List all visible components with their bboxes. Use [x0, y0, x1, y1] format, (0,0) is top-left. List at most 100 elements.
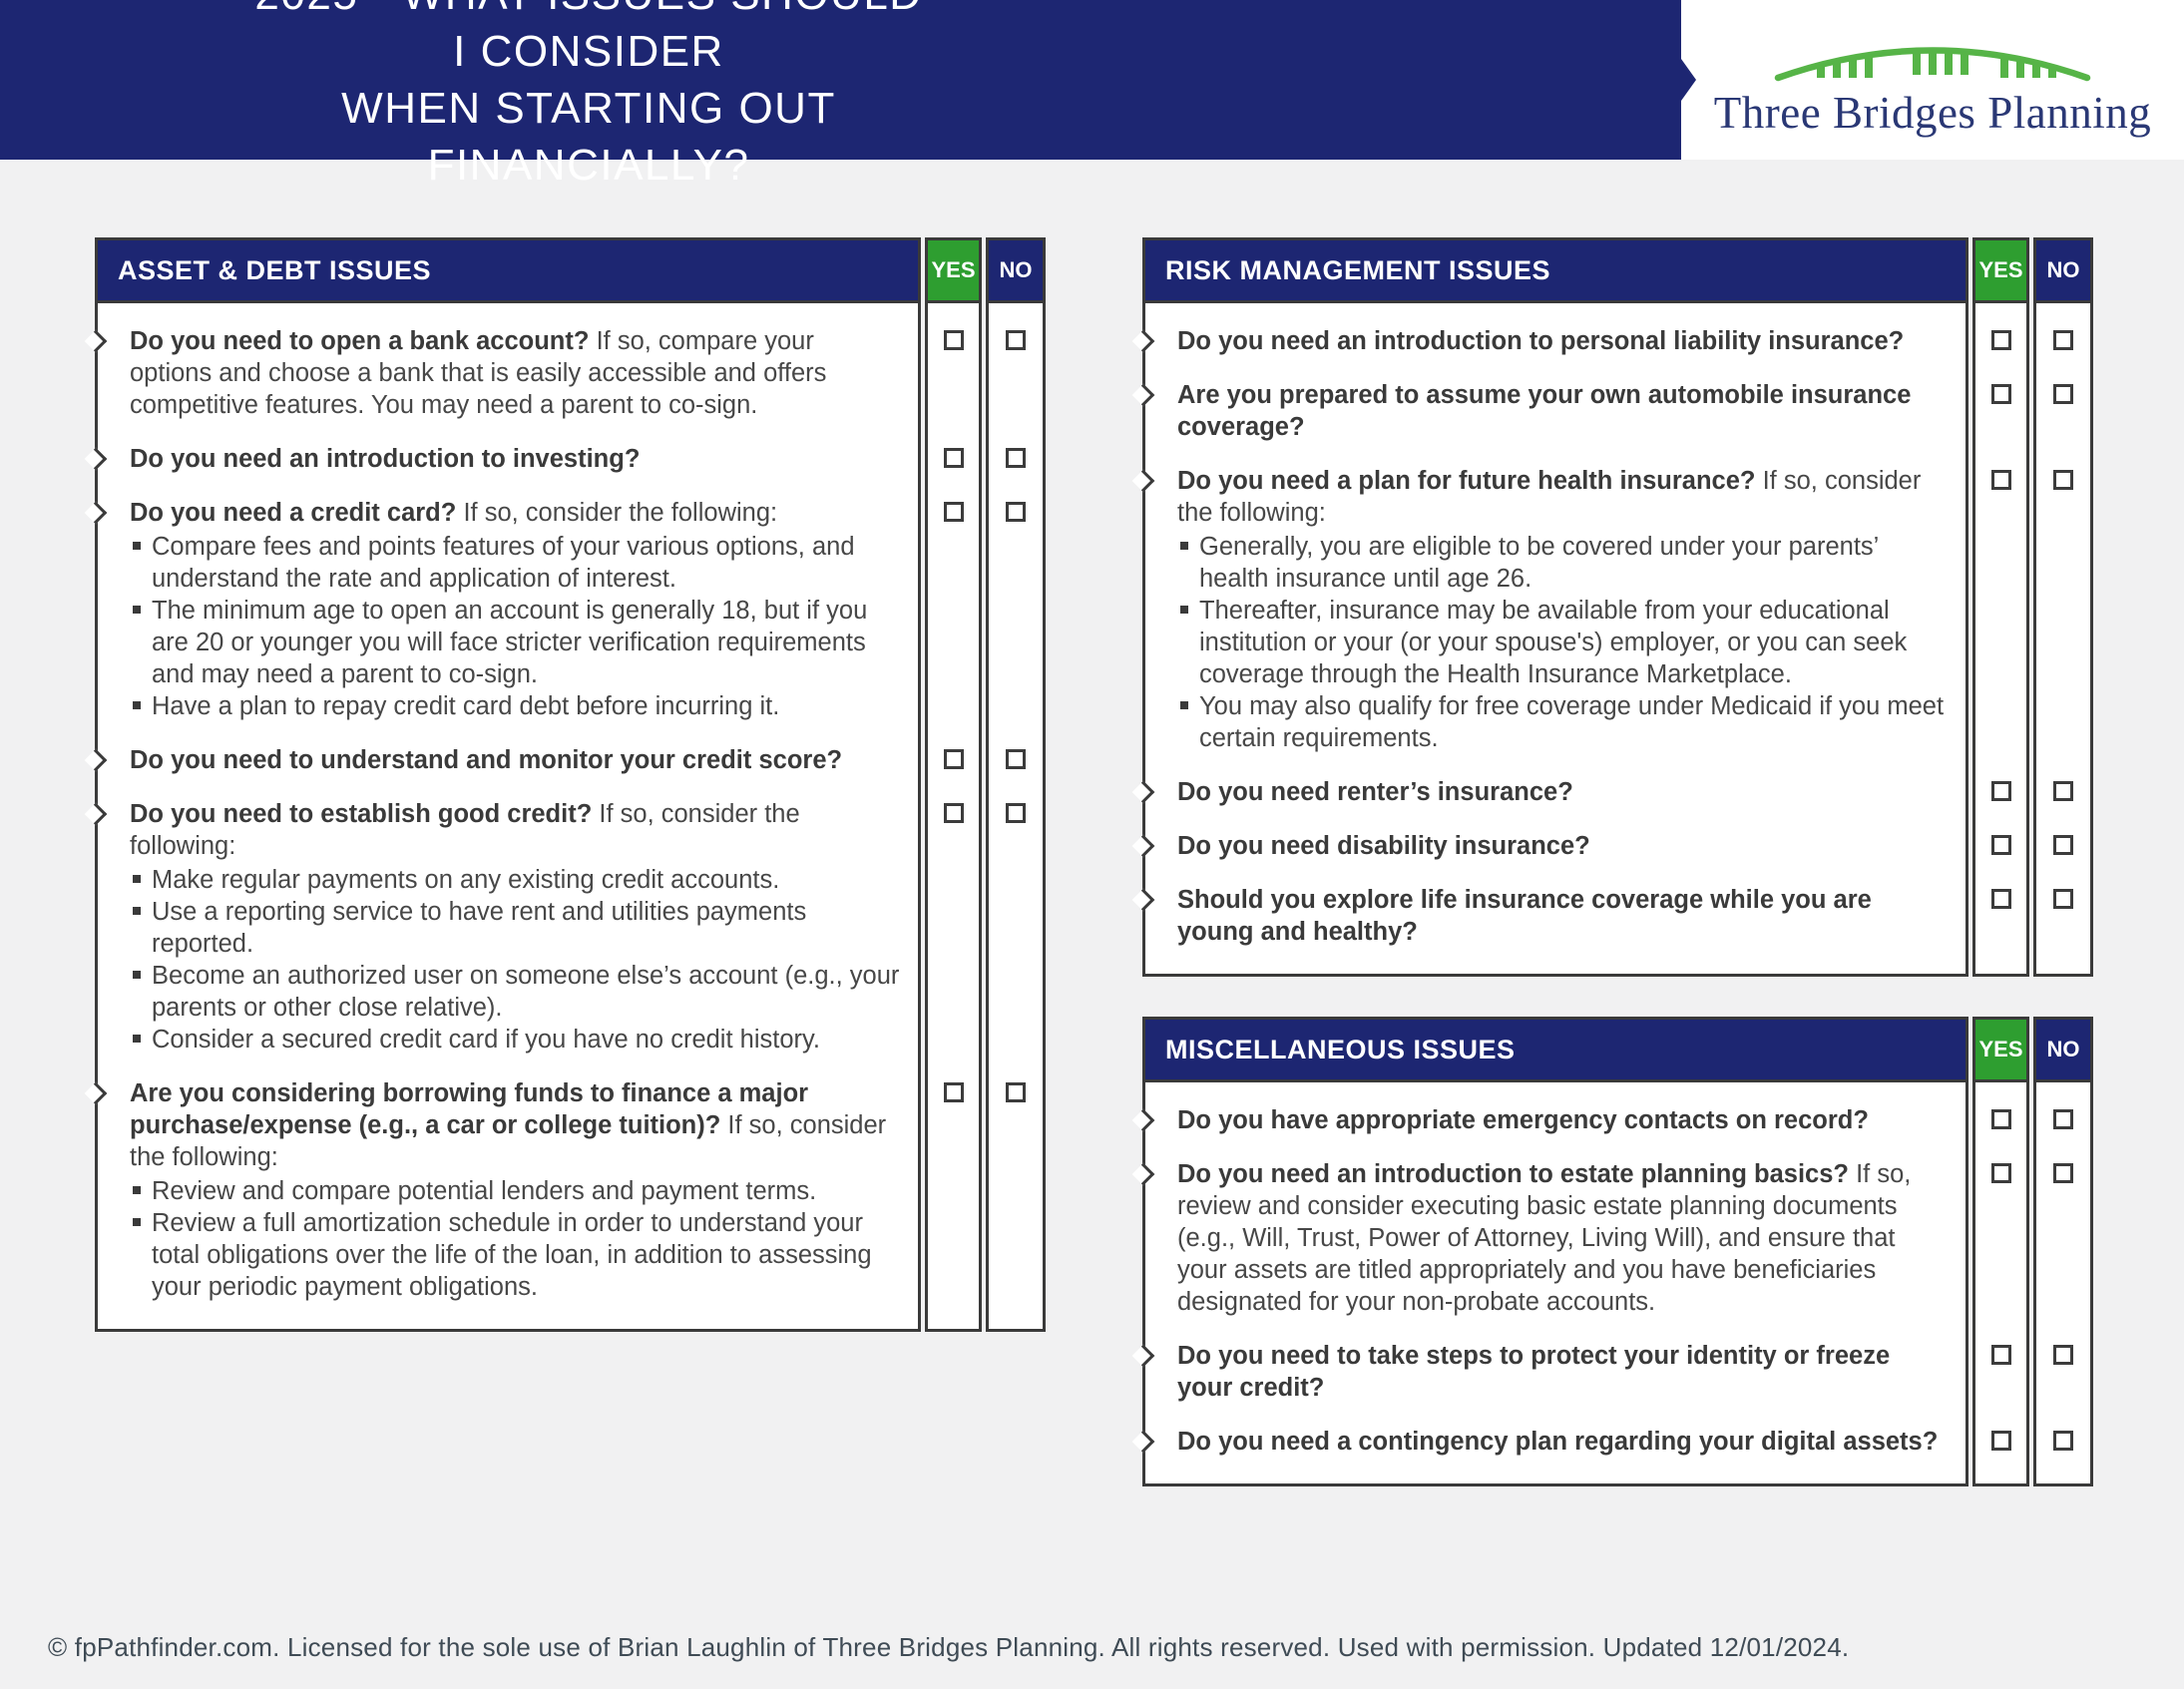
question: Do you need to open a bank account? If s…	[95, 303, 921, 421]
yes-checkbox[interactable]	[1990, 835, 2011, 855]
no-checkbox[interactable]	[2053, 1431, 2073, 1451]
question: Do you need a credit card? If so, consid…	[95, 475, 921, 722]
question: Do you need to take steps to protect you…	[1142, 1318, 1968, 1404]
no-cell	[2033, 1318, 2093, 1404]
yes-checkbox[interactable]	[1990, 1431, 2011, 1451]
question: Do you need an introduction to estate pl…	[1142, 1136, 1968, 1318]
yes-checkbox[interactable]	[943, 502, 964, 522]
no-checkbox[interactable]	[2053, 470, 2073, 490]
question: Do you need disability insurance?	[1142, 808, 1968, 862]
question: Do you need to understand and monitor yo…	[95, 722, 921, 776]
question: Do you need a plan for future health ins…	[1142, 443, 1968, 754]
section-asset-debt: ASSET & DEBT ISSUES YES NO Do you need t…	[95, 237, 1046, 1332]
yes-checkbox[interactable]	[943, 803, 964, 823]
no-cell	[2033, 754, 2093, 808]
logo-text: Three Bridges Planning	[1713, 88, 2152, 138]
no-checkbox[interactable]	[2053, 330, 2073, 350]
no-checkbox[interactable]	[1006, 448, 1026, 468]
yes-checkbox[interactable]	[1990, 889, 2011, 909]
right-column: RISK MANAGEMENT ISSUES YES NO Do you nee…	[1142, 237, 2093, 1486]
no-cell	[2033, 1136, 2093, 1318]
section-title: MISCELLANEOUS ISSUES	[1142, 1017, 1968, 1082]
yes-checkbox[interactable]	[943, 448, 964, 468]
no-cell	[2033, 443, 2093, 754]
question: Do you need an introduction to investing…	[95, 421, 921, 475]
yes-column-header: YES	[1972, 1017, 2029, 1082]
page-title-line2: WHEN STARTING OUT FINANCIALLY?	[341, 84, 836, 190]
yes-cell	[925, 1056, 982, 1332]
no-checkbox[interactable]	[1006, 1082, 1026, 1102]
checklist-content: ASSET & DEBT ISSUES YES NO Do you need t…	[0, 160, 2184, 1486]
bullet-item: Review a full amortization schedule in o…	[130, 1207, 900, 1303]
yes-checkbox[interactable]	[1990, 1163, 2011, 1183]
section-miscellaneous: MISCELLANEOUS ISSUES YES NO Do you have …	[1142, 1017, 2093, 1486]
yes-cell	[1972, 1082, 2029, 1136]
question: Do you need an introduction to personal …	[1142, 303, 1968, 357]
yes-cell	[1972, 357, 2029, 443]
yes-checkbox[interactable]	[1990, 384, 2011, 404]
question-bold: Are you prepared to assume your own auto…	[1177, 381, 1912, 441]
question-bold: Do you need a credit card?	[130, 499, 457, 527]
question-bold: Do you need to understand and monitor yo…	[130, 746, 843, 774]
yes-checkbox[interactable]	[943, 1082, 964, 1102]
no-cell	[2033, 1404, 2093, 1486]
question-bold: Do you need an introduction to investing…	[130, 445, 641, 473]
no-checkbox[interactable]	[2053, 835, 2073, 855]
yes-cell	[925, 303, 982, 421]
bullet-item: You may also qualify for free coverage u…	[1177, 690, 1948, 754]
no-checkbox[interactable]	[2053, 1163, 2073, 1183]
yes-cell	[1972, 1404, 2029, 1486]
no-checkbox[interactable]	[1006, 330, 1026, 350]
yes-cell	[1972, 443, 2029, 754]
question: Are you considering borrowing funds to f…	[95, 1056, 921, 1332]
bullet-item: Consider a secured credit card if you ha…	[130, 1024, 900, 1056]
question: Do you need renter’s insurance?	[1142, 754, 1968, 808]
three-bridges-bridge-icon	[1774, 47, 2091, 82]
question-bold: Do you need to open a bank account?	[130, 327, 590, 355]
question-bold: Do you need an introduction to personal …	[1177, 327, 1905, 355]
bullet-list: Generally, you are eligible to be covere…	[1177, 531, 1948, 754]
bullet-item: Make regular payments on any existing cr…	[130, 864, 900, 896]
question-bold: Do you need disability insurance?	[1177, 832, 1590, 860]
yes-checkbox[interactable]	[1990, 470, 2011, 490]
question-bold: Should you explore life insurance covera…	[1177, 886, 1872, 946]
yes-cell	[1972, 303, 2029, 357]
yes-cell	[1972, 754, 2029, 808]
bullet-item: Compare fees and points features of your…	[130, 531, 900, 595]
question-rest: If so, consider the following:	[130, 1111, 887, 1171]
no-cell	[986, 722, 1046, 776]
yes-checkbox[interactable]	[943, 749, 964, 769]
yes-checkbox[interactable]	[943, 330, 964, 350]
no-checkbox[interactable]	[1006, 803, 1026, 823]
no-cell	[986, 421, 1046, 475]
question-bold: Do you need to establish good credit?	[130, 800, 593, 828]
page-title: 2025 · WHAT ISSUES SHOULD I CONSIDER WHE…	[249, 0, 928, 194]
yes-cell	[1972, 808, 2029, 862]
question-rest: If so, review and consider executing bas…	[1177, 1160, 1912, 1316]
question-bold: Do you have appropriate emergency contac…	[1177, 1106, 1869, 1134]
no-checkbox[interactable]	[2053, 1109, 2073, 1129]
no-cell	[986, 776, 1046, 1056]
question: Are you prepared to assume your own auto…	[1142, 357, 1968, 443]
yes-checkbox[interactable]	[1990, 1109, 2011, 1129]
yes-cell	[1972, 1136, 2029, 1318]
no-checkbox[interactable]	[2053, 1345, 2073, 1365]
no-cell	[2033, 1082, 2093, 1136]
yes-checkbox[interactable]	[1990, 1345, 2011, 1365]
no-checkbox[interactable]	[1006, 749, 1026, 769]
no-checkbox[interactable]	[2053, 781, 2073, 801]
left-column: ASSET & DEBT ISSUES YES NO Do you need t…	[95, 237, 1046, 1332]
question-bold: Do you need a plan for future health ins…	[1177, 467, 1756, 495]
yes-cell	[925, 776, 982, 1056]
no-checkbox[interactable]	[1006, 502, 1026, 522]
bullet-list: Make regular payments on any existing cr…	[130, 864, 900, 1056]
no-checkbox[interactable]	[2053, 384, 2073, 404]
bullet-item: Review and compare potential lenders and…	[130, 1175, 900, 1207]
question-rest: If so, consider the following:	[130, 800, 800, 860]
yes-checkbox[interactable]	[1990, 781, 2011, 801]
question-rest: If so, consider the following:	[463, 499, 778, 527]
yes-checkbox[interactable]	[1990, 330, 2011, 350]
no-cell	[986, 475, 1046, 722]
no-checkbox[interactable]	[2053, 889, 2073, 909]
yes-column-header: YES	[1972, 237, 2029, 303]
